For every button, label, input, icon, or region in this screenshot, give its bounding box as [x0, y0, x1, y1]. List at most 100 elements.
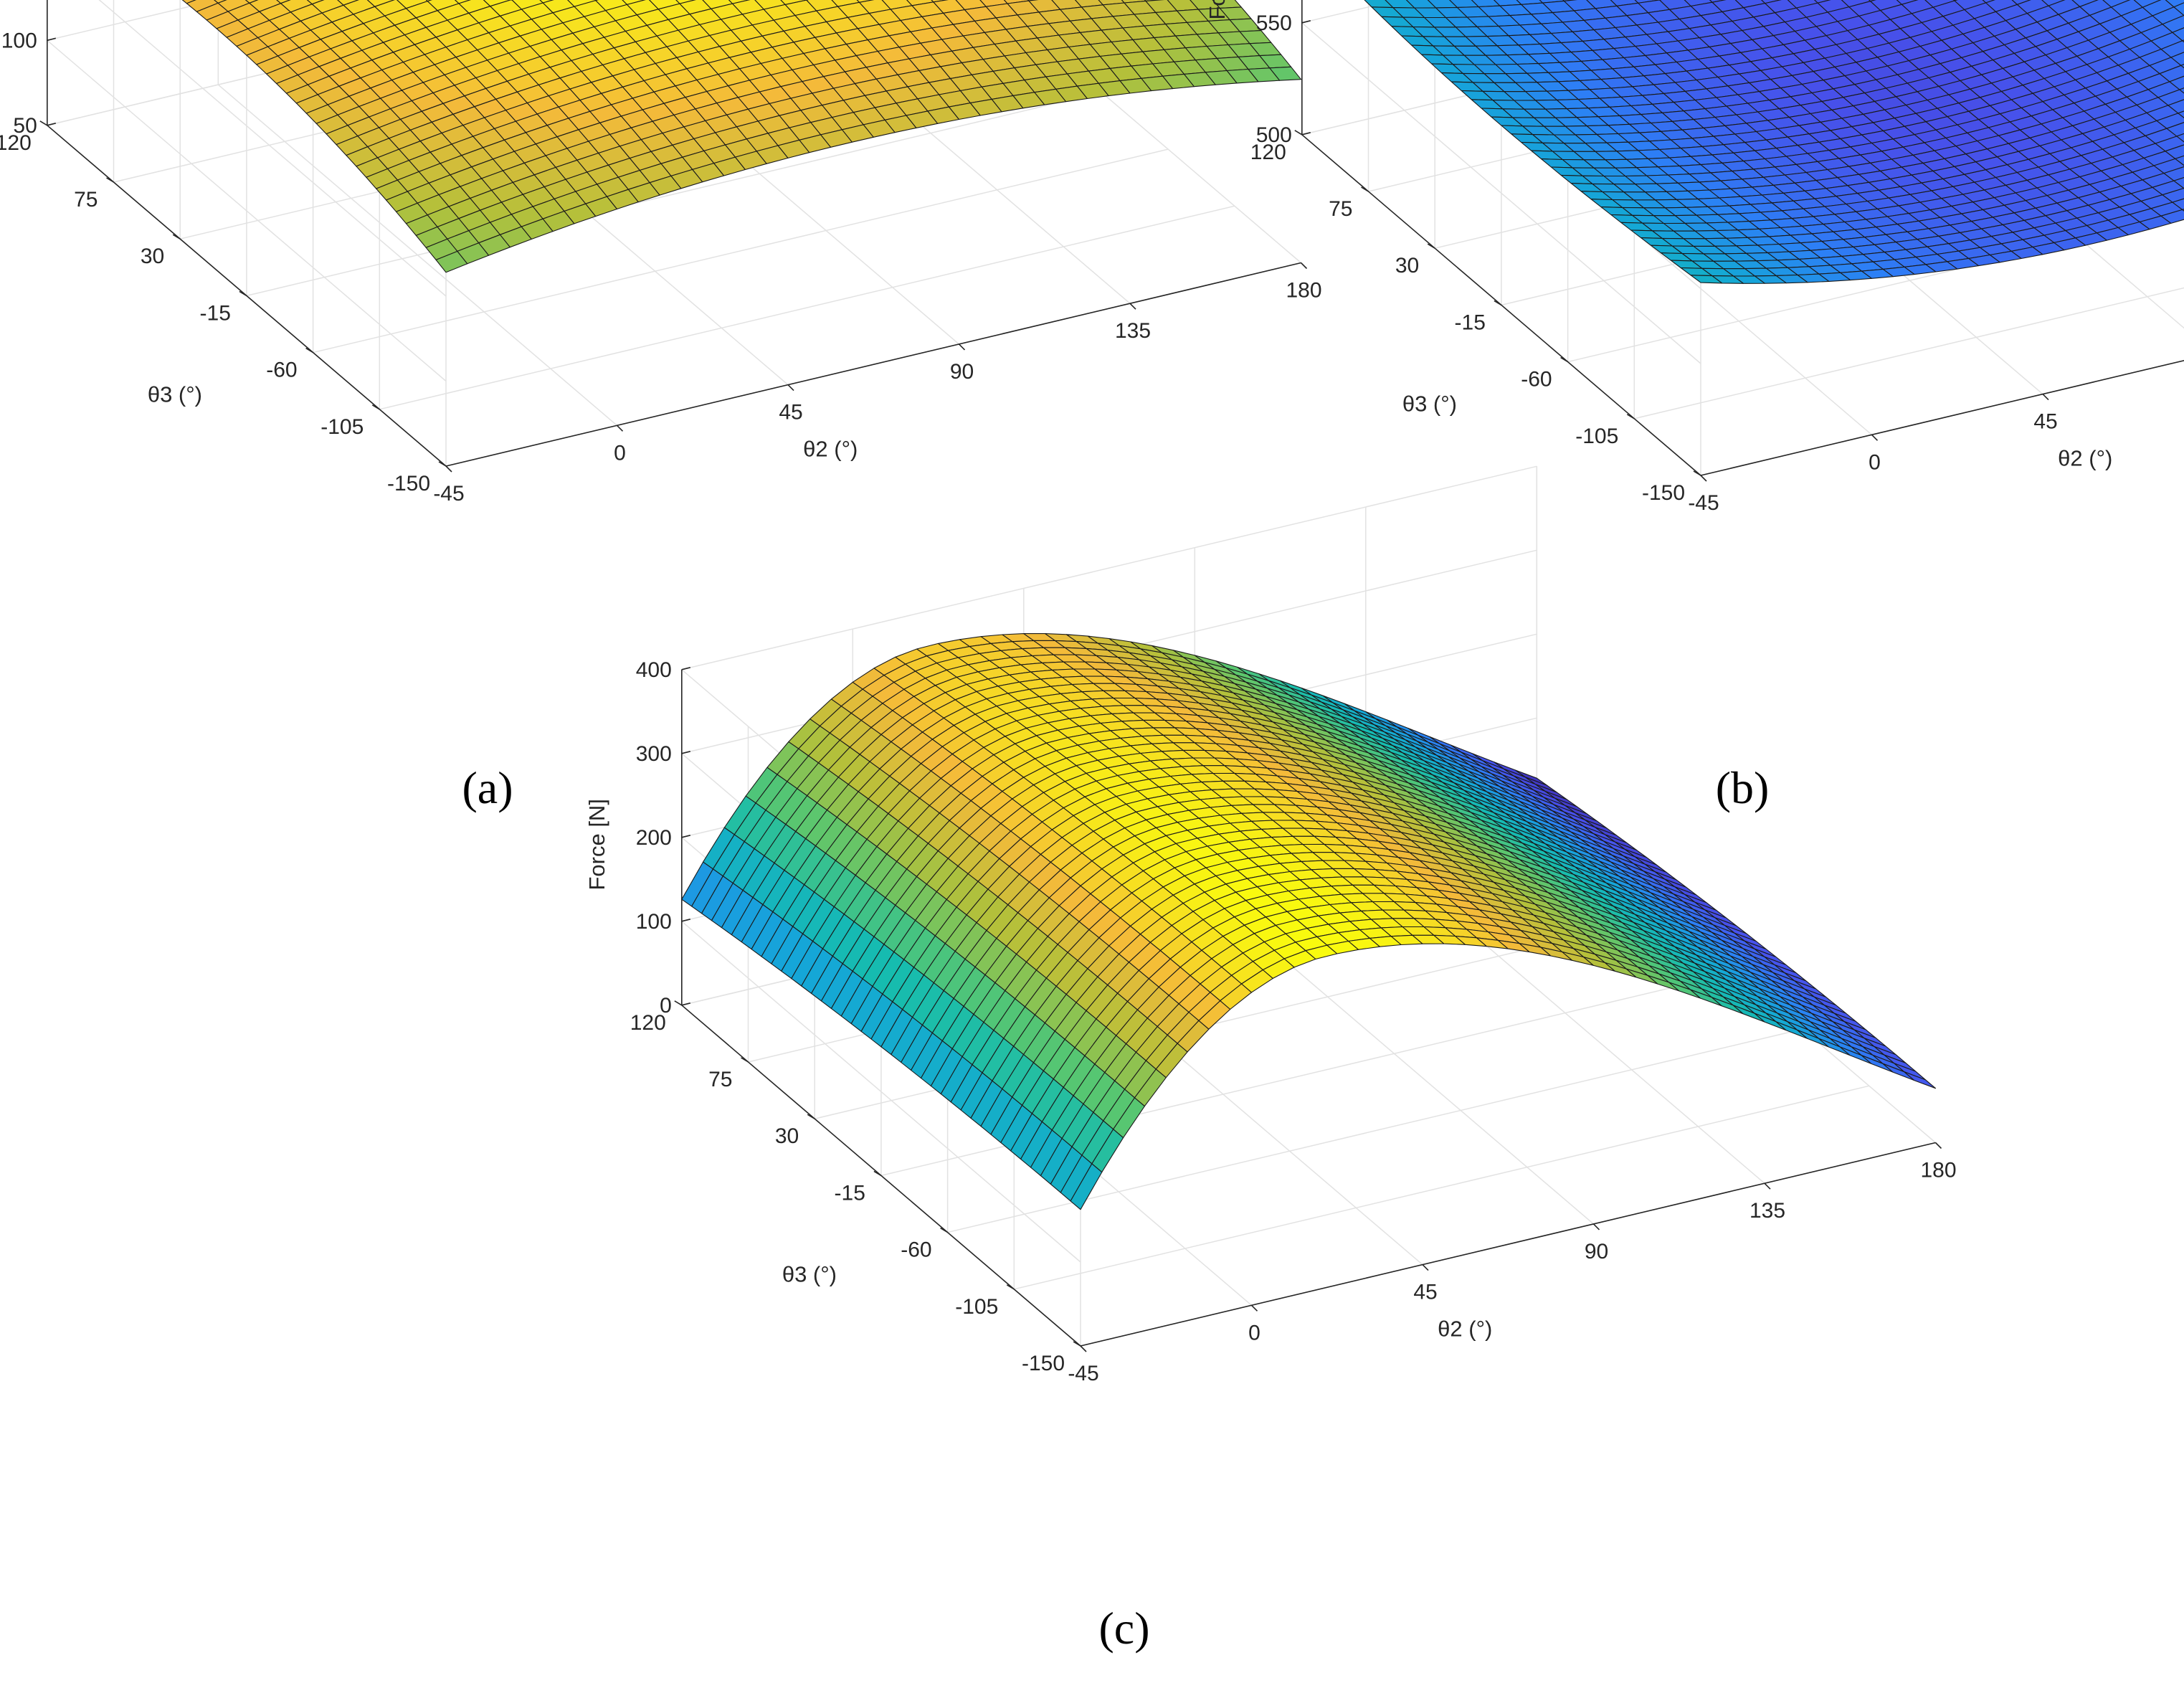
y-axis-label: θ3 (°) — [148, 381, 202, 407]
y-tick — [438, 461, 447, 467]
surface-patch — [2182, 39, 2184, 43]
surface — [181, 0, 1302, 273]
surface-plot-c: 0100200300400-150-105-60-153075120-45045… — [584, 465, 1957, 1654]
y-tick — [305, 347, 314, 354]
z-tick — [681, 667, 690, 670]
z-tick — [47, 37, 56, 42]
x-axis-line — [1080, 1142, 1936, 1347]
surface-patch — [2176, 133, 2184, 143]
x-tick — [787, 384, 794, 392]
z-tick-label: 300 — [636, 742, 672, 766]
x-tick-label: -45 — [1688, 491, 1719, 515]
y-tick-label: -105 — [955, 1295, 998, 1319]
surface-patch — [2168, 99, 2184, 114]
x-tick — [1700, 475, 1707, 482]
y-tick-label: -150 — [387, 472, 430, 496]
surface-patch — [2172, 198, 2184, 210]
y-tick — [674, 1000, 683, 1006]
panel-caption: (b) — [1716, 762, 1770, 813]
y-axis-label: θ3 (°) — [1402, 391, 1457, 416]
y-tick-label: 120 — [0, 131, 32, 155]
y-tick-label: -15 — [835, 1181, 865, 1205]
z-tick-label: 400 — [636, 658, 672, 682]
y-tick-label: -60 — [266, 359, 297, 382]
y-tick — [39, 120, 48, 126]
y-tick-label: 75 — [74, 188, 98, 212]
y-tick — [371, 404, 380, 410]
surface-plot-a: 50100150200250-150-105-60-153075120-4504… — [0, 0, 1322, 813]
y-tick — [239, 290, 247, 297]
z-tick — [681, 1002, 690, 1006]
y-tick-label: 30 — [775, 1124, 799, 1148]
x-axis-line — [445, 262, 1301, 467]
surface-plot-b: 500550600650-150-105-60-153075120-450459… — [1205, 0, 2184, 813]
z-axis-label: Force [N] — [584, 799, 609, 890]
tick-labels: 500550600650-150-105-60-153075120-450459… — [1250, 11, 2058, 515]
z-tick — [681, 835, 690, 838]
surface-patch — [2173, 2, 2184, 16]
z-tick-label: 500 — [1256, 123, 1292, 147]
x-tick-label: 0 — [614, 441, 626, 465]
y-tick — [1693, 470, 1701, 476]
surface-patch — [181, 0, 196, 4]
y-tick-label: -105 — [321, 415, 364, 439]
panel-caption: (a) — [462, 762, 513, 813]
surface-patch — [2182, 209, 2184, 212]
x-tick-label: 90 — [1585, 1240, 1608, 1263]
y-tick — [1361, 186, 1369, 192]
y-tick-label: -150 — [1022, 1352, 1065, 1375]
x-tick-label: -45 — [433, 482, 464, 506]
x-tick — [958, 343, 966, 351]
y-tick-label: -15 — [200, 301, 231, 325]
z-tick-label: 200 — [636, 826, 672, 850]
x-tick — [1250, 1304, 1258, 1312]
x-tick-label: 180 — [1920, 1159, 1956, 1182]
x-tick-label: 180 — [1286, 279, 1321, 303]
z-tick-label: 50 — [13, 114, 37, 138]
x-tick-label: 135 — [1749, 1199, 1785, 1223]
x-tick — [616, 425, 624, 432]
y-axis-label: θ3 (°) — [782, 1261, 837, 1286]
y-tick — [1626, 414, 1635, 419]
surface-patch — [2173, 176, 2184, 189]
surface-patch — [2165, 0, 2184, 8]
y-tick — [1427, 243, 1435, 249]
y-tick-label: -105 — [1575, 425, 1618, 448]
surface-patch — [2166, 122, 2184, 137]
x-tick-label: 0 — [1869, 450, 1881, 474]
surface-patch — [2175, 155, 2184, 166]
surface-patch — [2178, 110, 2184, 118]
y-tick-label: 120 — [630, 1011, 666, 1035]
surface-patch — [2169, 75, 2184, 90]
surface — [681, 633, 1937, 1210]
z-tick — [1301, 20, 1311, 24]
surface-patch — [2179, 87, 2184, 94]
surface-patch — [2163, 166, 2184, 181]
z-tick — [1301, 132, 1311, 136]
x-tick — [445, 465, 452, 473]
x-tick-label: 45 — [1413, 1281, 1437, 1304]
x-tick-label: 45 — [779, 401, 802, 425]
surface-patch — [2011, 0, 2031, 5]
z-tick-label: 550 — [1256, 11, 1292, 35]
surface-patch — [306, 0, 325, 5]
y-tick-label: 75 — [1329, 197, 1352, 221]
surface-patch — [1269, 66, 1302, 81]
y-tick-label: -60 — [1521, 368, 1552, 392]
x-tick-label: 90 — [950, 360, 974, 384]
z-tick — [681, 751, 690, 754]
x-tick — [1592, 1223, 1600, 1231]
surface-patch — [1904, 1071, 1937, 1089]
z-axis-label: Force [N] — [1205, 0, 1230, 20]
z-tick-label: 100 — [1, 29, 37, 52]
grid-line-z — [98, 0, 447, 297]
x-tick-label: 45 — [2033, 410, 2057, 434]
z-tick — [47, 123, 56, 126]
x-tick — [1422, 1264, 1429, 1271]
surface-patch — [2180, 64, 2184, 69]
y-tick — [1494, 300, 1502, 306]
y-tick — [1294, 130, 1303, 136]
z-tick-label: 100 — [636, 910, 672, 934]
x-tick — [1934, 1142, 1942, 1149]
